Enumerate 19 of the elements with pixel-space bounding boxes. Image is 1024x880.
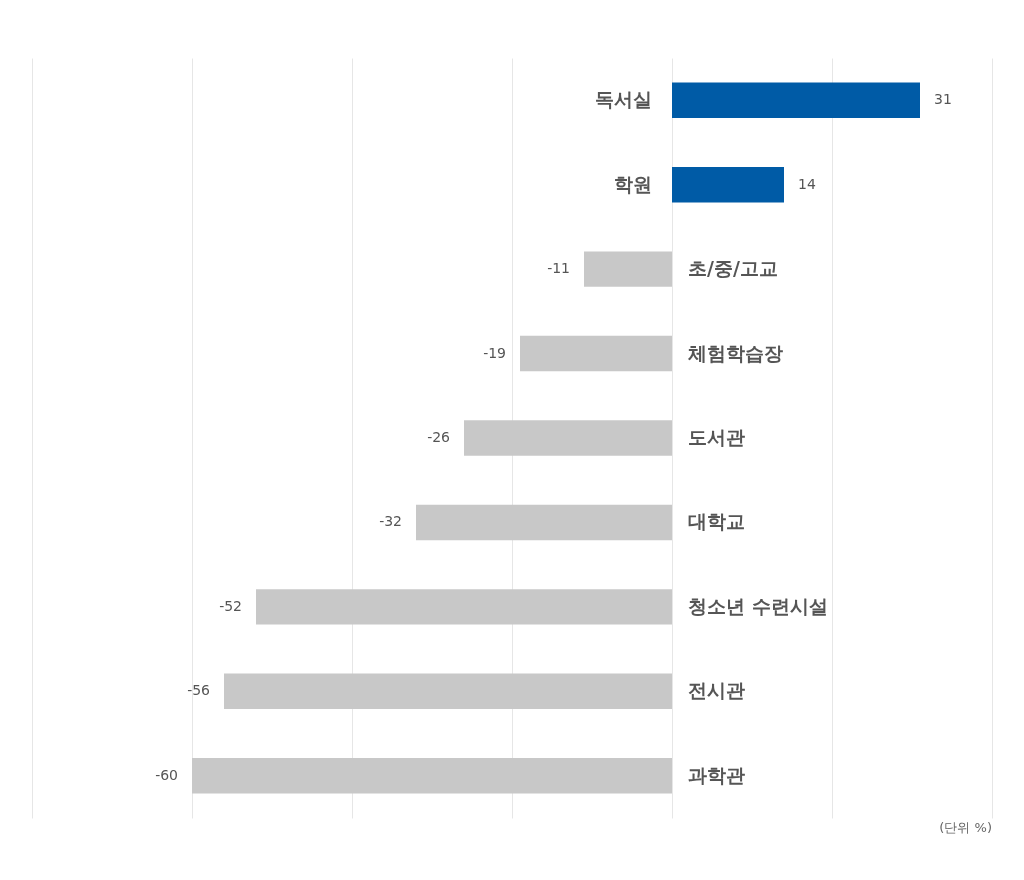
data-label: -19 bbox=[483, 344, 506, 361]
data-label: -52 bbox=[219, 597, 242, 614]
y-tick-label: 과학관 bbox=[688, 763, 745, 786]
data-label: -11 bbox=[547, 260, 570, 277]
y-tick-label: 독서실 bbox=[595, 88, 652, 111]
y-tick-label: 전시관 bbox=[688, 679, 745, 702]
text: (단위 %) bbox=[939, 820, 992, 835]
data-label: -26 bbox=[427, 429, 451, 445]
data-label: 14 bbox=[798, 175, 816, 192]
y-tick-label: 체험학습장 bbox=[687, 341, 783, 364]
data-label: -56 bbox=[187, 682, 211, 699]
data-label: 31 bbox=[934, 91, 952, 108]
y-tick-label: 청소년 수련시설 bbox=[688, 594, 828, 617]
y-tick-label: 초/중/고교 bbox=[688, 257, 778, 280]
y-tick-label: 대학교 bbox=[688, 510, 745, 533]
y-tick-label: 학원 bbox=[614, 172, 652, 195]
data-label: -32 bbox=[379, 513, 402, 530]
y-tick-label: 도서관 bbox=[688, 426, 745, 448]
data-label: -60 bbox=[155, 766, 178, 783]
